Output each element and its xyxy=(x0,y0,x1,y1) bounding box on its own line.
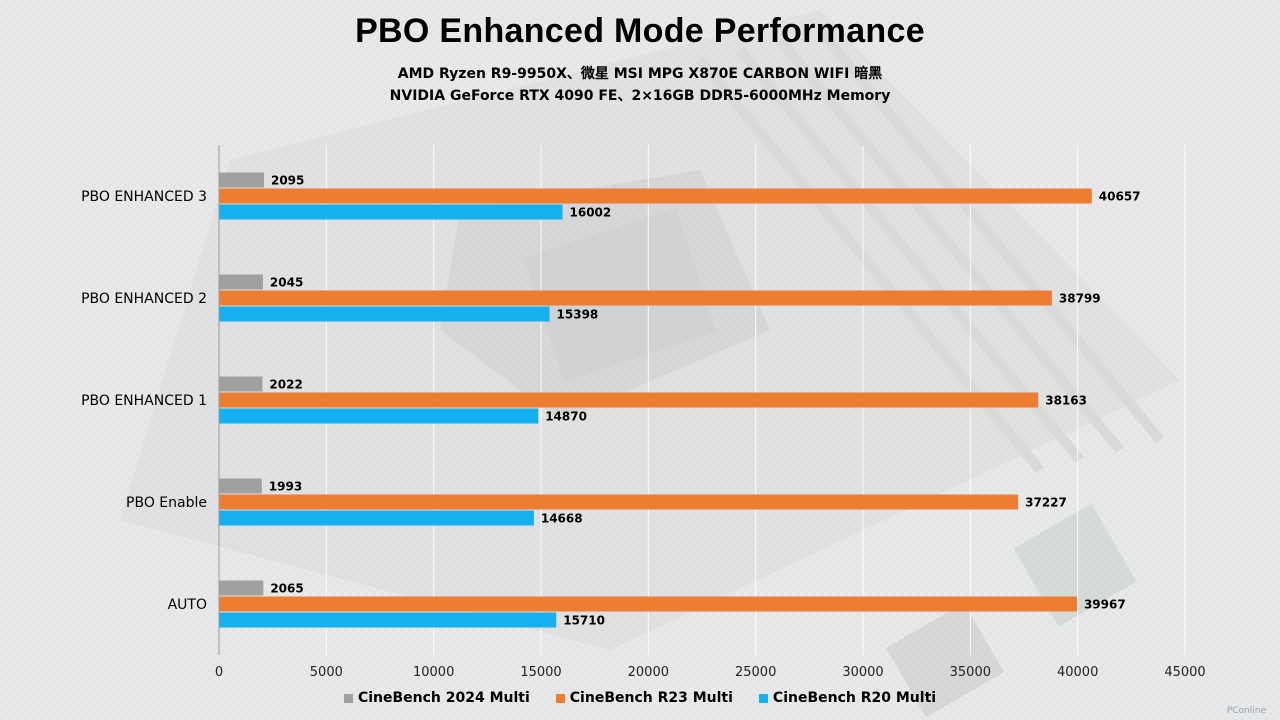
bar xyxy=(219,580,264,596)
x-tick-label: 10000 xyxy=(413,665,454,680)
x-tick-label: 35000 xyxy=(950,665,991,680)
category-label: PBO ENHANCED 1 xyxy=(81,393,207,409)
legend-label-cinebench-r20: CineBench R20 Multi xyxy=(772,690,937,706)
legend-swatch-cinebench-r20 xyxy=(758,693,768,703)
watermark: PConline xyxy=(1226,706,1266,716)
data-label: 2045 xyxy=(270,276,303,290)
x-tick-label: 15000 xyxy=(520,665,561,680)
category-label: PBO Enable xyxy=(126,495,207,511)
data-label: 39967 xyxy=(1084,598,1126,612)
chart-subtitle-line1: AMD Ryzen R9-9950X、微星 MSI MPG X870E CARB… xyxy=(397,66,883,82)
bar xyxy=(219,494,1019,510)
data-label: 14668 xyxy=(541,512,583,526)
legend-item-cinebench-2024: CineBench 2024 Multi xyxy=(343,690,530,706)
bar xyxy=(219,612,557,628)
data-label: 2095 xyxy=(271,174,304,188)
bar xyxy=(219,188,1092,204)
bar xyxy=(219,204,563,220)
data-label: 15710 xyxy=(563,614,605,628)
x-tick-label: 0 xyxy=(215,665,223,680)
x-tick-label: 20000 xyxy=(628,665,669,680)
bar xyxy=(219,290,1052,306)
category-label: PBO ENHANCED 2 xyxy=(81,291,207,307)
x-tick-label: 5000 xyxy=(310,665,343,680)
data-label: 40657 xyxy=(1099,190,1141,204)
data-label: 1993 xyxy=(269,480,302,494)
bar xyxy=(219,392,1039,408)
bar xyxy=(219,510,534,526)
data-label: 2065 xyxy=(270,582,303,596)
chart-title: PBO Enhanced Mode Performance xyxy=(355,12,925,50)
chart-subtitle-line2: NVIDIA GeForce RTX 4090 FE、2×16GB DDR5-6… xyxy=(389,88,891,104)
data-label: 2022 xyxy=(269,378,302,392)
data-label: 14870 xyxy=(545,410,587,424)
bar xyxy=(219,274,263,290)
category-label: PBO ENHANCED 3 xyxy=(81,189,207,205)
data-label: 37227 xyxy=(1025,496,1067,510)
chart-legend: CineBench 2024 Multi CineBench R23 Multi… xyxy=(0,690,1280,706)
bar xyxy=(219,306,550,322)
bar xyxy=(219,408,539,424)
data-label: 16002 xyxy=(570,206,612,220)
x-tick-label: 25000 xyxy=(735,665,776,680)
legend-item-cinebench-r23: CineBench R23 Multi xyxy=(555,690,733,706)
legend-swatch-cinebench-r23 xyxy=(555,693,565,703)
bar xyxy=(219,478,262,494)
bar xyxy=(219,172,264,188)
bar xyxy=(219,376,263,392)
data-label: 38163 xyxy=(1045,394,1087,408)
legend-item-cinebench-r20: CineBench R20 Multi xyxy=(758,690,937,706)
data-label: 38799 xyxy=(1059,292,1101,306)
legend-label-cinebench-r23: CineBench R23 Multi xyxy=(569,690,733,706)
legend-swatch-cinebench-2024 xyxy=(343,693,353,703)
bar xyxy=(219,596,1077,612)
x-tick-label: 30000 xyxy=(842,665,883,680)
category-label: AUTO xyxy=(168,597,207,613)
x-tick-label: 45000 xyxy=(1164,665,1205,680)
x-tick-label: 40000 xyxy=(1057,665,1098,680)
data-label: 15398 xyxy=(557,308,599,322)
legend-label-cinebench-2024: CineBench 2024 Multi xyxy=(357,690,530,706)
